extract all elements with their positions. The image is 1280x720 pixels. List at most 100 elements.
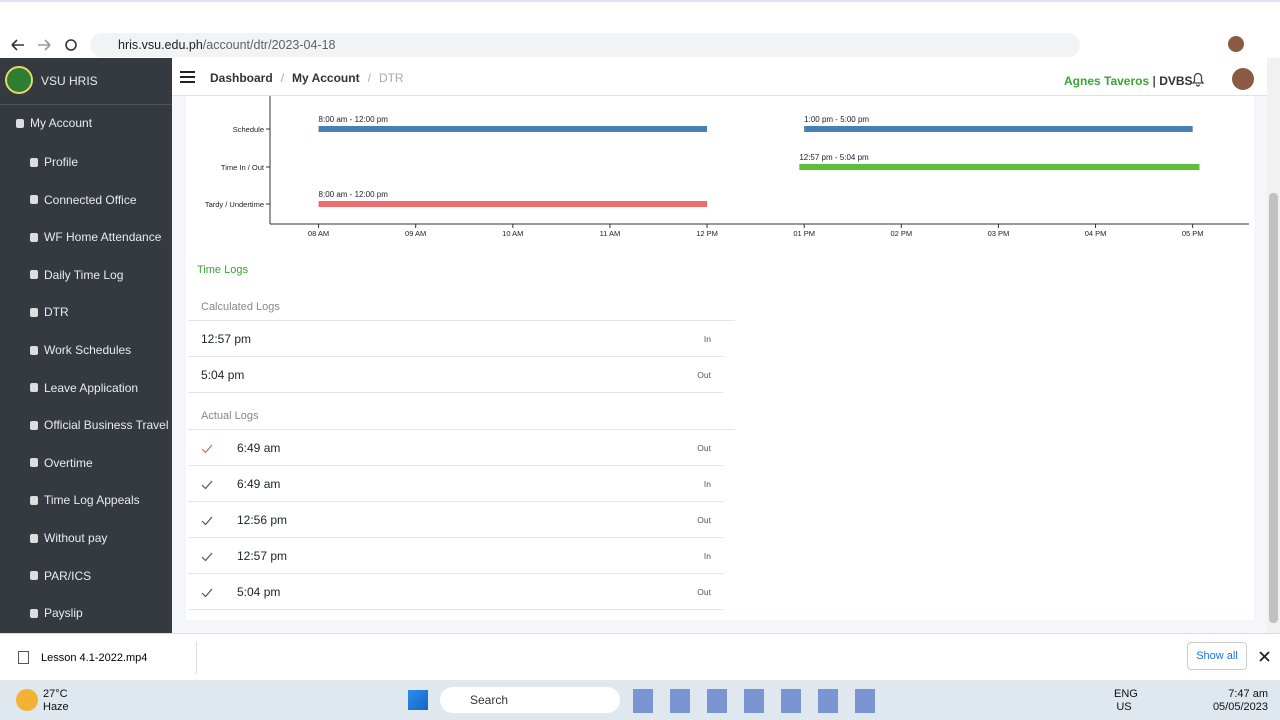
download-file[interactable]: Lesson 4.1-2022.mp4 [41,652,148,664]
profile-avatar[interactable] [1228,36,1244,52]
log-row: 5:04 pm Out [188,357,723,393]
scroll-thumb[interactable] [1269,193,1278,623]
x-tick-label: 01 PM [793,229,815,238]
menu-item-label: Official Business Travel [44,418,169,433]
x-tick-label: 09 AM [405,229,426,238]
log-type: Out [697,587,711,597]
check-icon [201,444,213,454]
log-type: Out [697,370,711,380]
y-tick-label: Time In / Out [221,163,265,172]
user-name[interactable]: Agnes Taveros [1064,74,1150,88]
section-title: Time Logs [197,264,248,276]
bar-label: 12:57 pm - 5:04 pm [799,153,869,162]
log-type: Out [697,515,711,525]
hamburger[interactable] [180,70,196,84]
log-row: 5:04 pm Out [188,574,723,610]
menu-item[interactable]: Overtime [30,456,93,470]
region: US [1116,701,1132,713]
card: 08 AM 09 AM 10 AM 11 AM 12 PM 01 PM 02 PM 03 PM… [186,96,1254,620]
brand: VSU HRIS [41,74,98,88]
url-host: hris.vsu.edu.ph [118,38,203,52]
y-tick-label: Tardy / Undertime [205,200,264,209]
menu-item[interactable]: WF Home Attendance [30,230,161,244]
menu-section[interactable]: My Account [16,116,92,130]
log-type: Out [697,443,711,453]
menu-item[interactable]: Work Schedules [30,343,131,357]
menu-item[interactable]: Leave Application [30,381,138,395]
url-path: /account/dtr/2023-04-18 [202,38,336,52]
bar [318,201,708,207]
icon [30,495,38,505]
bar-label: 8:00 am - 12:00 pm [319,190,389,199]
menu-item-label: Connected Office [44,192,137,207]
clock-time[interactable]: 7:47 am [1228,688,1268,700]
log-row: 6:49 am In [188,466,723,502]
menu-item[interactable]: Daily Time Log [30,268,123,282]
menu-item[interactable]: Payslip [30,606,83,620]
topbar: Dashboard / My Account / DTR Agnes Taveros |… [172,58,1267,96]
log-time: 5:04 pm [237,585,281,599]
sidebar: VSU HRIS My Account Profile Connected Off… [0,58,172,633]
bar [804,126,1193,132]
breadcrumb-item[interactable]: My Account [292,71,360,85]
taskbar: 27°C Haze Search ENG US 7:47 am 05/05/20… [0,680,1280,720]
icon [30,458,38,468]
log-row: 6:49 am Out [188,430,723,466]
menu-item[interactable]: Time Log Appeals [30,493,140,507]
icon [30,157,38,167]
menu-item-label: Daily Time Log [44,267,124,282]
temperature: 27°C [43,688,68,700]
icon [30,270,38,280]
log-type: In [703,334,711,344]
x-tick-label: 03 PM [988,229,1010,238]
log-row: 12:56 pm Out [188,502,723,538]
menu-item[interactable]: Without pay [30,531,107,545]
menu-item-label: Without pay [44,531,108,545]
menu-item[interactable]: PAR/ICS [30,569,91,583]
search-box[interactable]: Search [440,687,620,713]
file-icon [18,651,29,664]
log-type: In [703,551,711,561]
icon [16,118,24,128]
menu-item[interactable]: Connected Office [30,193,137,207]
menu-item[interactable]: Official Business Travel [30,418,169,432]
notifications[interactable] [1191,71,1205,87]
breadcrumb-item[interactable]: Dashboard [210,71,273,85]
show-all-button[interactable]: Show all [1187,642,1247,670]
menu-item[interactable]: DTR [30,305,69,319]
log-section-title: Calculated Logs [188,295,735,321]
user-avatar[interactable] [1232,68,1254,90]
menu-item-label: Overtime [44,455,93,470]
icon [30,571,38,581]
check-icon [201,516,213,526]
log-time: 6:49 am [237,477,281,491]
breadcrumb-separator: / [280,71,285,85]
log-time: 12:57 pm [237,549,288,563]
start-button[interactable] [408,690,428,710]
icon [30,345,38,355]
pinned-apps[interactable] [633,689,883,713]
check-icon [201,480,213,490]
scrollbar[interactable] [1267,58,1280,633]
menu-item-label: Work Schedules [44,343,132,357]
menu-item[interactable]: Profile [30,155,78,169]
browser-chrome: hris.vsu.edu.ph/account/dtr/2023-04-18 [0,0,1280,58]
check-icon [201,552,213,562]
icon [30,232,38,242]
nav-buttons[interactable] [8,32,83,58]
icon [30,608,38,618]
bar-label: 1:00 pm - 5:00 pm [804,115,869,124]
log-section-title: Actual Logs [188,404,735,430]
log-time: 12:56 pm [237,513,288,527]
unit: DVBS [1159,74,1193,88]
user-info: Agnes Taveros | DVBS [1064,74,1193,88]
language[interactable]: ENG [1114,688,1138,700]
icon [30,383,38,393]
menu-section-label: My Account [30,116,93,130]
breadcrumb: Dashboard / My Account / DTR [210,71,404,85]
log-row: 12:57 pm In [188,321,723,357]
breadcrumb-separator: / [367,71,371,85]
address-bar[interactable]: hris.vsu.edu.ph/account/dtr/2023-04-18 [90,33,1080,57]
close-button[interactable] [1259,651,1270,662]
